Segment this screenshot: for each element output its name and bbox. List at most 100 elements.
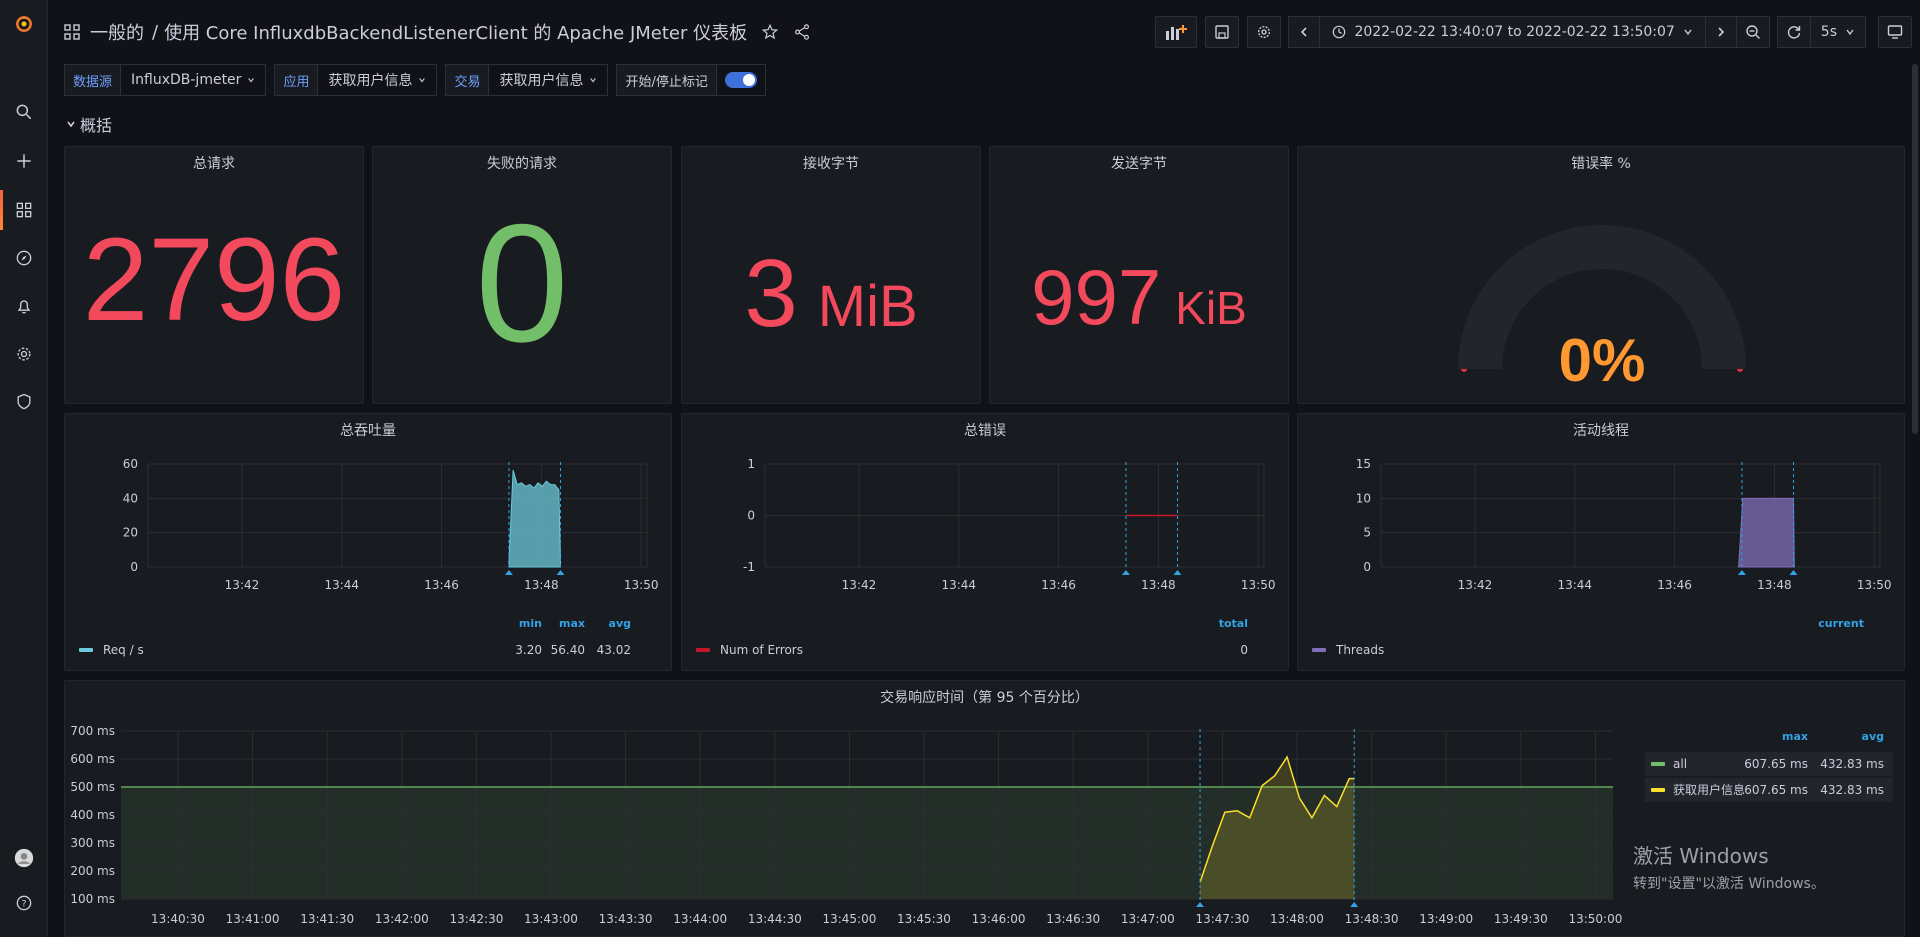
- variable-datasource: 数据源 InfluxDB-jmeter: [64, 64, 267, 96]
- legend-value: 432.83 ms: [1820, 757, 1884, 771]
- help-icon[interactable]: ?: [0, 883, 48, 923]
- shield-icon[interactable]: [0, 382, 48, 422]
- y-tick-label: 20: [123, 526, 138, 540]
- alerting-bell-icon[interactable]: [0, 286, 48, 326]
- refresh-interval-picker[interactable]: 5s: [1809, 16, 1866, 48]
- x-tick-label: 13:43:00: [524, 912, 578, 926]
- x-tick-label: 13:42: [1458, 578, 1493, 592]
- x-tick-label: 13:46:00: [972, 912, 1026, 926]
- panel-title[interactable]: 交易响应时间（第 95 个百分比）: [880, 690, 1089, 706]
- monitor-icon: [1887, 25, 1903, 39]
- x-tick-label: 13:48:30: [1345, 912, 1399, 926]
- star-icon[interactable]: [761, 23, 779, 41]
- panel-title[interactable]: 活动线程: [1573, 423, 1629, 439]
- row-collapse-toggle[interactable]: 概括: [66, 112, 112, 136]
- series-area: [508, 470, 562, 568]
- page-scrollbar[interactable]: [1912, 64, 1918, 434]
- y-tick-label: 300 ms: [70, 836, 115, 850]
- panel-title[interactable]: 总吞吐量: [340, 423, 396, 439]
- panel-title[interactable]: 总请求: [193, 156, 235, 172]
- windows-activation-watermark: 激活 Windows 转到"设置"以激活 Windows。: [1633, 840, 1825, 893]
- clock-icon: [1333, 25, 1346, 39]
- y-tick-label: 40: [123, 491, 138, 505]
- search-icon[interactable]: [0, 92, 48, 132]
- annotation-marker: [504, 570, 513, 575]
- x-tick-label: 13:47:00: [1121, 912, 1175, 926]
- plus-icon[interactable]: [0, 141, 48, 181]
- panel-title[interactable]: 失败的请求: [487, 156, 557, 172]
- time-shift-forward-button[interactable]: [1704, 16, 1737, 48]
- dashboard-settings-button[interactable]: [1247, 16, 1282, 48]
- panel-response-time: 交易响应时间（第 95 个百分比） 700 ms 600 ms 500 ms 400 …: [64, 680, 1905, 937]
- dashboard-navbar: 一般的 / 使用 Core InfluxdbBackendListenerCli…: [48, 0, 1920, 64]
- stat-value: 3 MiB: [682, 239, 980, 349]
- variable-value: InfluxDB-jmeter: [131, 72, 242, 88]
- annotation-marker: [556, 570, 565, 575]
- legend-value: 3.20: [515, 643, 542, 657]
- panel-title[interactable]: 发送字节: [1111, 156, 1167, 172]
- x-tick-label: 13:44: [1557, 578, 1592, 592]
- add-panel-button[interactable]: [1155, 16, 1198, 48]
- legend-value: 607.65 ms: [1744, 783, 1808, 797]
- variable-application: 应用 获取用户信息: [274, 64, 438, 96]
- avatar[interactable]: [0, 838, 48, 878]
- x-tick-label: 13:42:00: [375, 912, 429, 926]
- legend-swatch: [1312, 648, 1326, 652]
- x-tick-label: 13:41:00: [226, 912, 280, 926]
- x-tick-label: 13:41:30: [300, 912, 354, 926]
- annotation-marker: [1173, 570, 1182, 575]
- threads-chart[interactable]: 15 10 5 0 13:42 13:44 13:46 13:48 13:50 current Th…: [1298, 414, 1906, 672]
- variable-transaction-select[interactable]: 获取用户信息: [489, 64, 609, 96]
- legend-swatch: [1651, 788, 1665, 792]
- kiosk-mode-button[interactable]: [1878, 16, 1912, 48]
- variable-datasource-select[interactable]: InfluxDB-jmeter: [121, 64, 267, 96]
- y-tick-label: 700 ms: [70, 724, 115, 738]
- panel-title[interactable]: 接收字节: [803, 156, 859, 172]
- x-tick-label: 13:46:30: [1046, 912, 1100, 926]
- annotation-toggle-control: 开始/停止标记: [616, 64, 766, 96]
- time-picker-group: 2022-02-22 13:40:07 to 2022-02-22 13:50:…: [1288, 16, 1770, 48]
- explore-compass-icon[interactable]: [0, 238, 48, 278]
- x-tick-label: 13:44:00: [673, 912, 727, 926]
- y-tick-label: 600 ms: [70, 752, 115, 766]
- zoom-out-button[interactable]: [1735, 16, 1770, 48]
- dashboard-title[interactable]: 使用 Core InfluxdbBackendListenerClient 的 …: [164, 23, 748, 44]
- variable-value: 获取用户信息: [328, 73, 413, 89]
- annotation-toggle-switch[interactable]: [724, 72, 757, 88]
- panel-title[interactable]: 错误率 %: [1571, 156, 1631, 172]
- y-tick-label: 0: [130, 560, 138, 574]
- panel-title[interactable]: 总错误: [964, 423, 1006, 439]
- stat-unit: KiB: [1175, 282, 1247, 334]
- x-tick-label: 13:50: [1241, 578, 1276, 592]
- legend-value: 607.65 ms: [1744, 757, 1808, 771]
- breadcrumb-folder[interactable]: 一般的: [90, 23, 144, 44]
- panel-total-throughput: 总吞吐量 60 40 20 0 13:42 13:44 13:46 13:48 13:50 min…: [64, 413, 672, 671]
- time-shift-back-button[interactable]: [1288, 16, 1321, 48]
- legend-header: avg: [1862, 730, 1884, 743]
- variable-label: 数据源: [64, 64, 122, 96]
- response-time-chart[interactable]: 700 ms 600 ms 500 ms 400 ms 300 ms 200 ms 100 …: [65, 681, 1906, 937]
- dashboards-icon[interactable]: [0, 190, 48, 230]
- refresh-button[interactable]: [1776, 16, 1811, 48]
- share-icon[interactable]: [793, 23, 811, 41]
- throughput-chart[interactable]: 60 40 20 0 13:42 13:44 13:46 13:48 13:50 min max av…: [65, 414, 673, 672]
- variable-label: 应用: [274, 64, 319, 96]
- grafana-logo-icon[interactable]: [0, 4, 48, 44]
- y-tick-label: 60: [123, 457, 138, 471]
- save-dashboard-button[interactable]: [1205, 16, 1240, 48]
- legend-header: current: [1818, 617, 1864, 630]
- panel-active-threads: 活动线程 15 10 5 0 13:42 13:44 13:46 13:48 13:50 curr…: [1297, 413, 1905, 671]
- stat-number: 2796: [82, 214, 346, 346]
- x-tick-label: 13:46: [424, 578, 459, 592]
- gear-icon[interactable]: [0, 334, 48, 374]
- legend-swatch: [79, 648, 93, 652]
- y-tick-label: -1: [743, 560, 755, 574]
- stat-value: 2796: [65, 212, 363, 348]
- x-tick-label: 13:42: [842, 578, 877, 592]
- errors-chart[interactable]: 1 0 -1 13:42 13:44 13:46 13:48 13:50 total Num of…: [682, 414, 1290, 672]
- time-range-label: 2022-02-22 13:40:07 to 2022-02-22 13:50:…: [1354, 24, 1675, 40]
- time-range-picker[interactable]: 2022-02-22 13:40:07 to 2022-02-22 13:50:…: [1319, 16, 1706, 48]
- variable-application-select[interactable]: 获取用户信息: [318, 64, 438, 96]
- chevron-down-icon: [248, 78, 255, 83]
- legend-header: min: [519, 617, 542, 630]
